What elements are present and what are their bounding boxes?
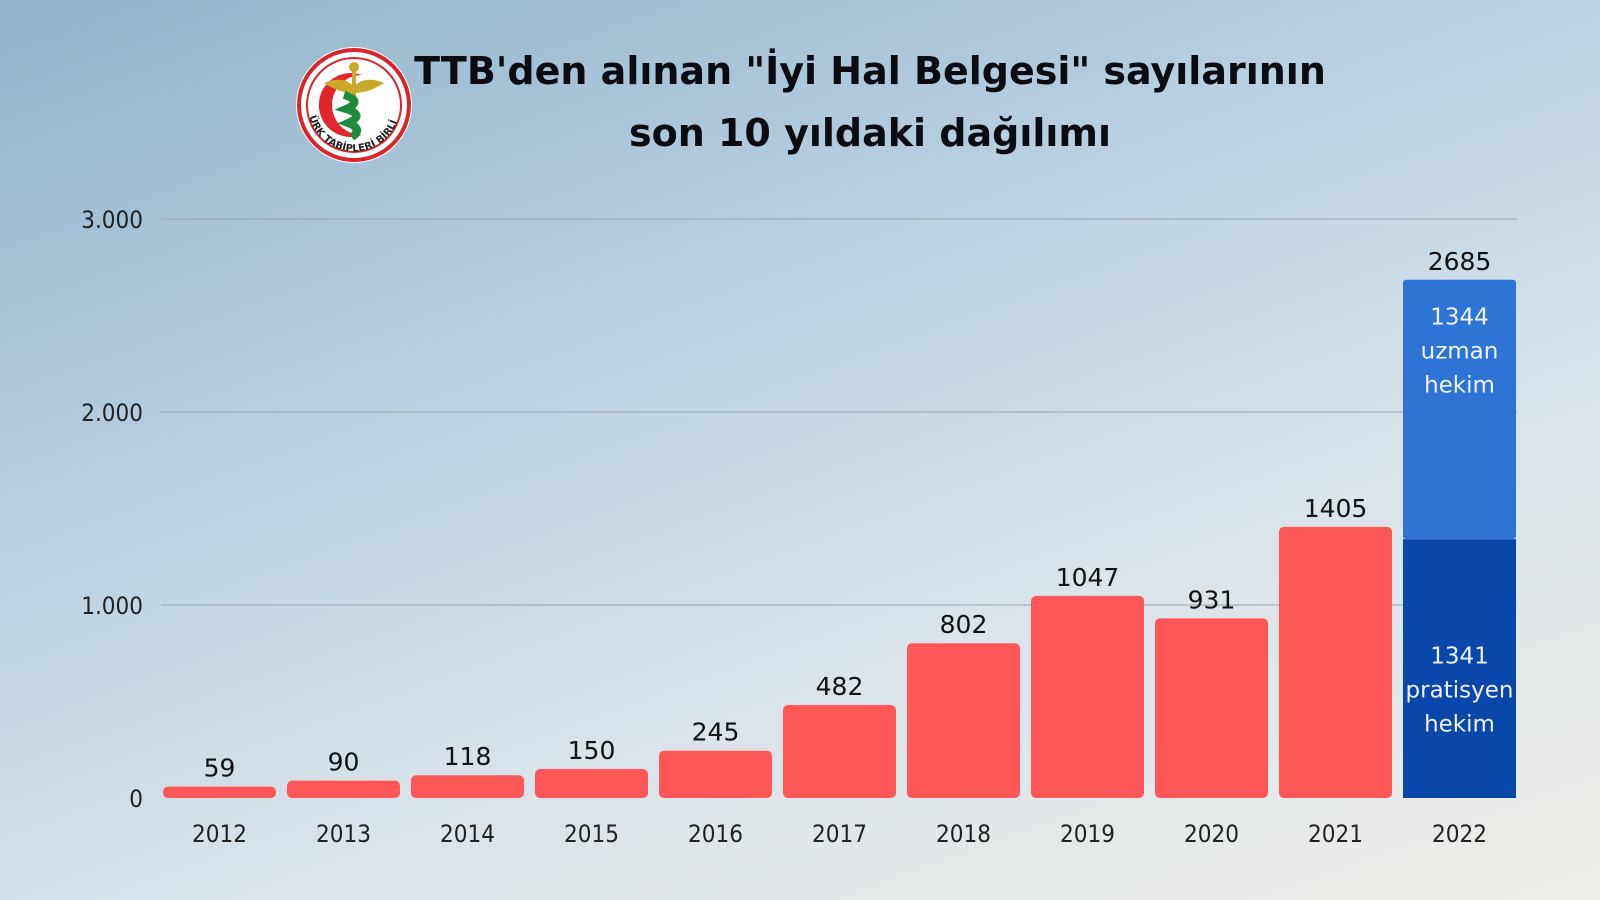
segment-label: hekim (1424, 712, 1495, 738)
x-tick-label: 2022 (1432, 820, 1487, 848)
value-label: 90 (328, 748, 360, 777)
bar-2012 (163, 786, 276, 798)
bar-2020 (1155, 618, 1268, 798)
y-tick-label: 1.000 (81, 592, 143, 620)
x-tick-label: 2020 (1184, 820, 1239, 848)
ttb-logo: TÜRK TABİPLERİ BİRLİĞİ (296, 47, 412, 163)
value-label: 1047 (1056, 563, 1120, 592)
bar-2014 (411, 775, 524, 798)
value-label: 150 (568, 736, 616, 765)
title-line-2: son 10 yıldaki dağılımı (628, 111, 1112, 155)
value-label: 802 (940, 610, 988, 639)
x-tick-label: 2012 (192, 820, 247, 848)
x-tick-label: 2016 (688, 820, 743, 848)
value-label: 1405 (1304, 494, 1368, 523)
x-tick-label: 2014 (440, 820, 495, 848)
x-tick-label: 2019 (1060, 820, 1115, 848)
segment-label: pratisyen (1406, 678, 1514, 704)
bar-2017 (783, 704, 896, 798)
x-tick-label: 2021 (1308, 820, 1363, 848)
segment-label: uzman (1421, 338, 1499, 364)
value-label: 245 (692, 718, 740, 747)
x-tick-label: 2018 (936, 820, 991, 848)
y-tick-label: 0 (129, 785, 143, 813)
bar-2018 (907, 643, 1020, 798)
value-label: 59 (204, 754, 236, 783)
segment-label: 1344 (1430, 304, 1489, 330)
x-tick-label: 2015 (564, 820, 619, 848)
bar-2015 (535, 769, 648, 798)
x-tick-label: 2017 (812, 820, 867, 848)
bar-2021 (1279, 526, 1392, 798)
bar-2019 (1031, 595, 1144, 798)
title-line-1: TTB'den alınan "İyi Hal Belgesi" sayılar… (414, 49, 1326, 93)
y-tick-label: 3.000 (81, 206, 143, 234)
bar-2016 (659, 750, 772, 798)
segment-label: 1341 (1430, 644, 1489, 670)
chart-title: TTB'den alınan "İyi Hal Belgesi" sayılar… (400, 40, 1340, 164)
value-label: 931 (1188, 585, 1236, 614)
bar-segment-pratisyen-hekim (1403, 539, 1516, 798)
bar-2013 (287, 780, 400, 798)
value-label: 118 (444, 742, 492, 771)
bar-segment-uzman-hekim (1403, 279, 1516, 540)
segment-label: hekim (1424, 372, 1495, 398)
value-label: 482 (816, 672, 864, 701)
value-label: 2685 (1428, 247, 1492, 276)
x-tick-label: 2013 (316, 820, 371, 848)
y-tick-label: 2.000 (81, 399, 143, 427)
